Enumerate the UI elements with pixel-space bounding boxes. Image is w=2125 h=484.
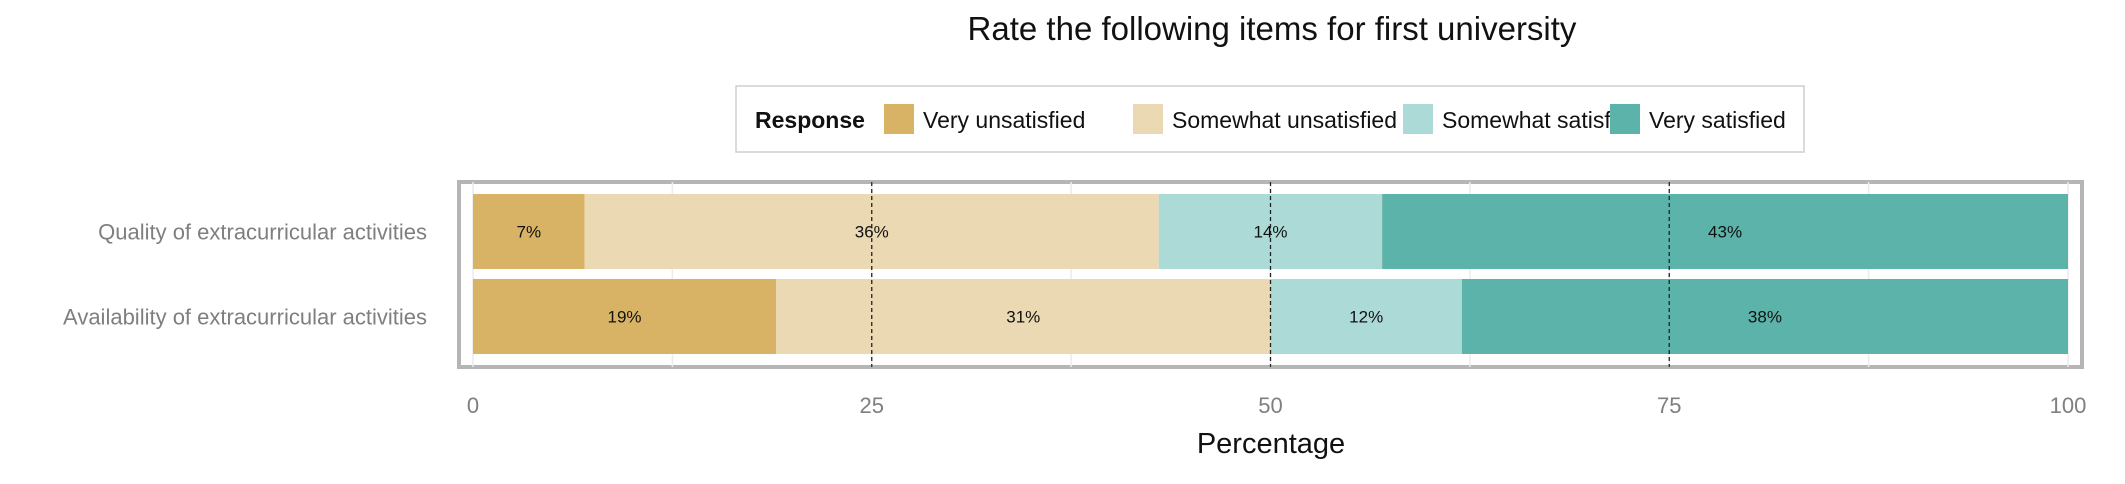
x-axis: 0 25 50 75 100 bbox=[467, 393, 2086, 418]
legend-label: Somewhat satisfied bbox=[1442, 107, 1641, 133]
legend-title: Response bbox=[755, 107, 865, 133]
segment-label: 43% bbox=[1708, 223, 1742, 242]
x-tick-label: 75 bbox=[1657, 393, 1681, 418]
segment-label: 38% bbox=[1748, 308, 1782, 327]
legend-item: Somewhat unsatisfied bbox=[1133, 104, 1397, 134]
x-tick-label: 50 bbox=[1258, 393, 1282, 418]
chart-title: Rate the following items for first unive… bbox=[968, 10, 1577, 47]
x-axis-title: Percentage bbox=[1197, 428, 1345, 460]
legend-label: Somewhat unsatisfied bbox=[1172, 107, 1397, 133]
x-tick-label: 100 bbox=[2050, 393, 2087, 418]
category-label: Availability of extracurricular activiti… bbox=[63, 305, 427, 330]
segment-label: 31% bbox=[1006, 308, 1040, 327]
legend-label: Very unsatisfied bbox=[923, 107, 1085, 133]
legend-swatch bbox=[1133, 104, 1163, 134]
bar-segment bbox=[776, 279, 1271, 354]
segment-label: 12% bbox=[1349, 308, 1383, 327]
segment-label: 19% bbox=[608, 308, 642, 327]
x-tick-label: 25 bbox=[860, 393, 884, 418]
segment-label: 7% bbox=[517, 223, 542, 242]
category-label: Quality of extracurricular activities bbox=[98, 220, 427, 245]
bar-segment bbox=[1461, 279, 2068, 354]
bar-group: 19% 31% 12% 38% bbox=[473, 279, 2068, 354]
legend-item: Very satisfied bbox=[1610, 104, 1786, 134]
legend-swatch bbox=[1610, 104, 1640, 134]
legend: Response Very unsatisfied Somewhat unsati… bbox=[735, 85, 1805, 153]
legend-item: Very unsatisfied bbox=[884, 104, 1085, 134]
legend-swatch bbox=[884, 104, 914, 134]
bar-segment bbox=[1382, 194, 2068, 269]
legend-label: Very satisfied bbox=[1649, 107, 1786, 133]
plot-panel: 7% 36% 14% 43%Quality of extracurricular ac… bbox=[63, 180, 2084, 369]
bar-segment bbox=[473, 279, 777, 354]
legend-swatch bbox=[1403, 104, 1433, 134]
bar-segment bbox=[1270, 279, 1462, 354]
legend-item: Somewhat satisfied bbox=[1403, 104, 1641, 134]
bar-segment bbox=[473, 194, 585, 269]
x-tick-label: 0 bbox=[467, 393, 479, 418]
